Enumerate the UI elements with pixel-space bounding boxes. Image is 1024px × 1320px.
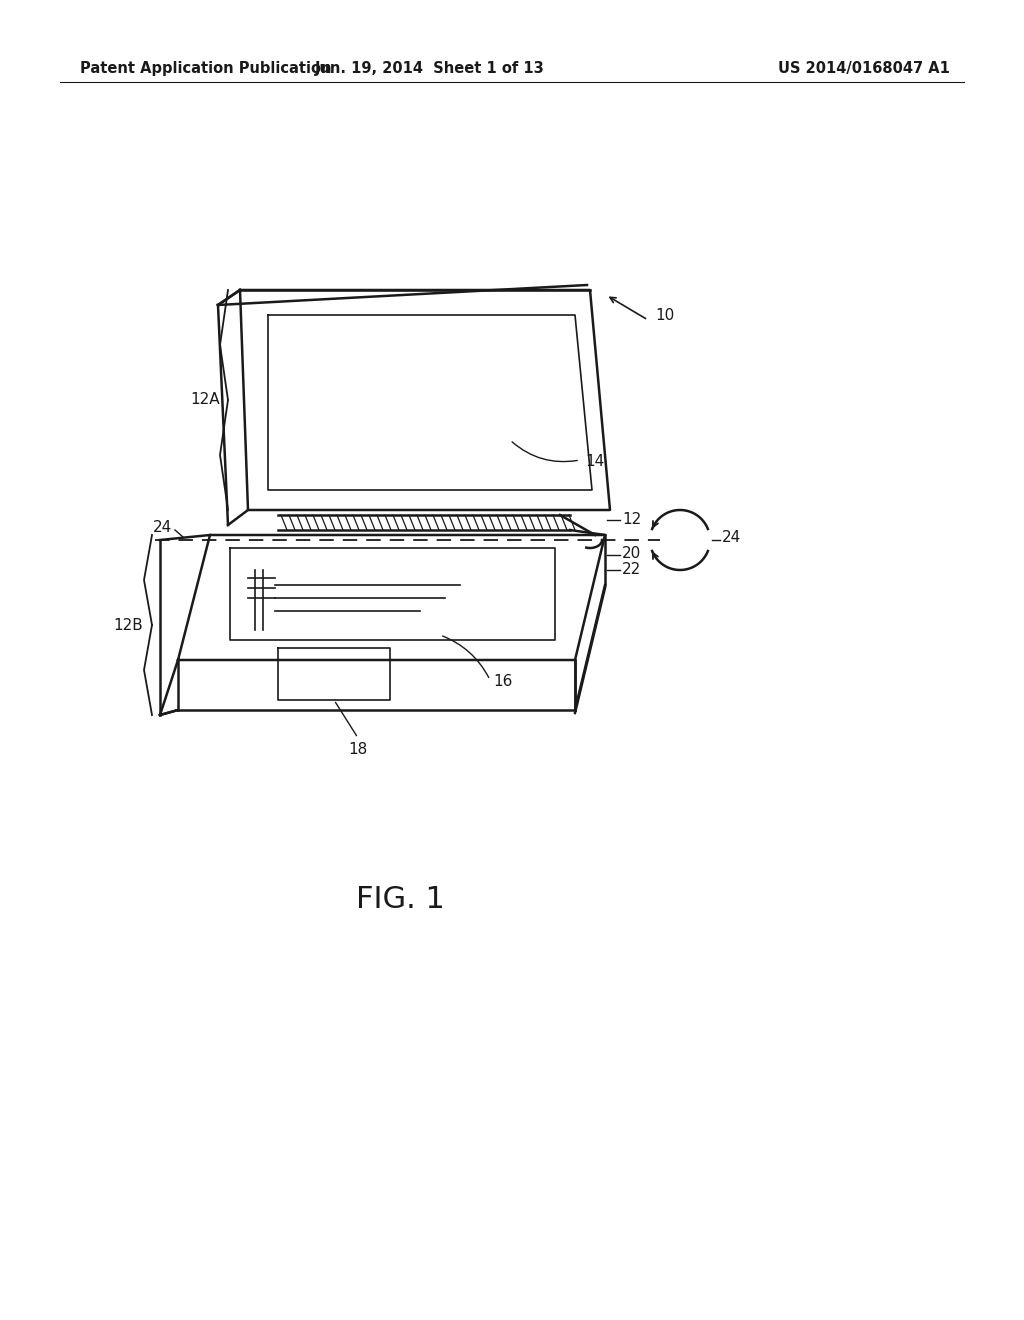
Text: 12A: 12A bbox=[190, 392, 220, 408]
Text: 14: 14 bbox=[585, 454, 604, 470]
Text: 18: 18 bbox=[348, 742, 368, 756]
Text: 20: 20 bbox=[622, 545, 641, 561]
Text: FIG. 1: FIG. 1 bbox=[355, 886, 444, 915]
Text: US 2014/0168047 A1: US 2014/0168047 A1 bbox=[778, 61, 950, 75]
Text: 24: 24 bbox=[722, 531, 741, 545]
Text: 12: 12 bbox=[622, 512, 641, 528]
Text: 22: 22 bbox=[622, 562, 641, 578]
Text: Jun. 19, 2014  Sheet 1 of 13: Jun. 19, 2014 Sheet 1 of 13 bbox=[315, 61, 545, 75]
Text: 10: 10 bbox=[655, 308, 674, 322]
Text: 24: 24 bbox=[153, 520, 172, 535]
Text: 16: 16 bbox=[493, 675, 512, 689]
Text: Patent Application Publication: Patent Application Publication bbox=[80, 61, 332, 75]
Text: 12B: 12B bbox=[114, 618, 143, 632]
